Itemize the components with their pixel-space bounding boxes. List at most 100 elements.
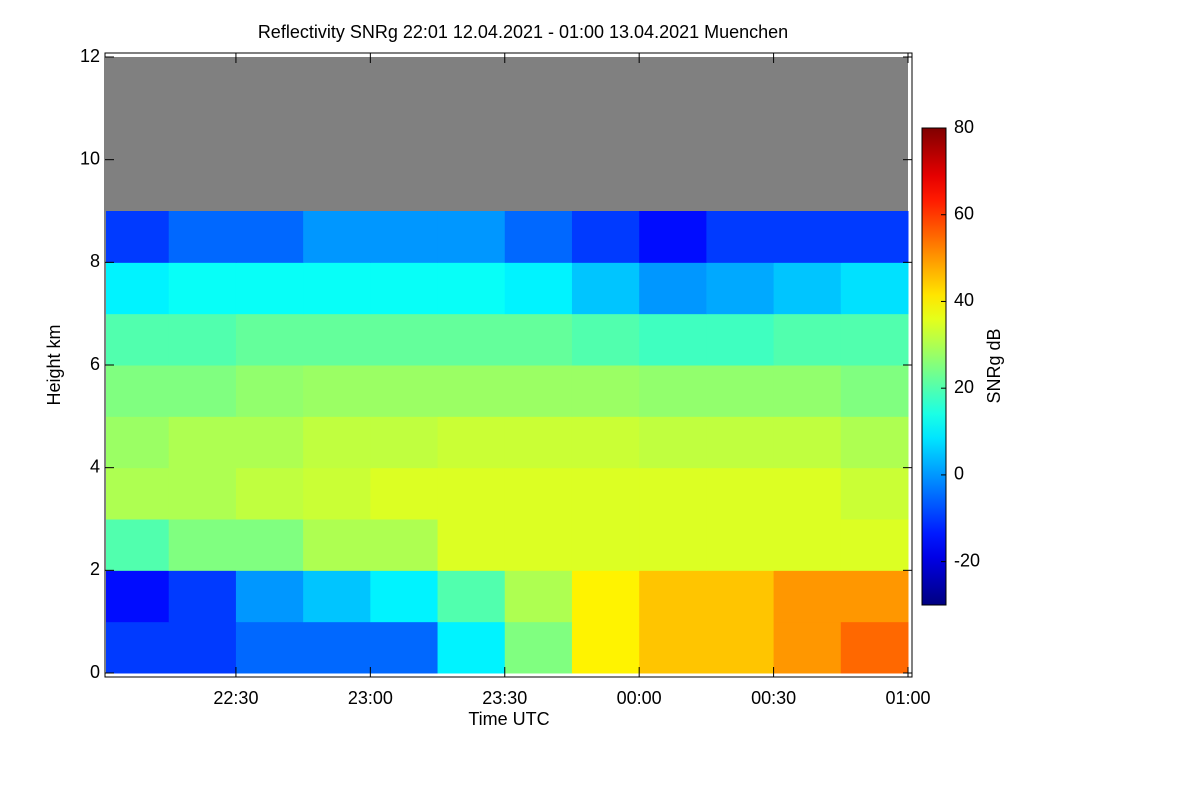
y-tick-label: 6 <box>90 354 100 374</box>
heatmap-cell <box>235 262 304 315</box>
heatmap-cell <box>370 262 439 315</box>
heatmap-cell <box>504 467 573 520</box>
heatmap-cell <box>370 519 439 571</box>
heatmap-cell <box>504 262 573 315</box>
colorbar <box>921 127 947 606</box>
heatmap-cell <box>504 211 573 263</box>
heatmap-cell <box>370 467 439 520</box>
heatmap-cell <box>437 313 506 366</box>
heatmap-cell <box>639 416 707 469</box>
heatmap-cell <box>437 467 506 520</box>
y-tick-label: 8 <box>90 251 100 271</box>
colorbar-tick-label: 0 <box>954 464 964 484</box>
heatmap-cell <box>504 365 573 417</box>
heatmap-cell <box>571 313 640 366</box>
heatmap-cell <box>168 262 237 315</box>
heatmap-cell <box>639 262 707 315</box>
heatmap-cell <box>303 416 371 469</box>
heatmap-cell <box>370 313 439 366</box>
heatmap-cell <box>504 621 573 674</box>
heatmap-cell <box>840 262 909 315</box>
heatmap-cell <box>773 570 842 623</box>
heatmap-cell <box>370 570 439 623</box>
x-tick-label: 00:30 <box>751 688 796 708</box>
heatmap-cell <box>106 211 170 263</box>
heatmap-cell <box>106 570 170 623</box>
heatmap-cell <box>303 570 371 623</box>
heatmap-cell <box>303 621 371 674</box>
heatmap-cell <box>168 570 237 623</box>
heatmap-cell <box>504 570 573 623</box>
x-tick-label: 01:00 <box>885 688 930 708</box>
colorbar-tick-label: 80 <box>954 117 974 137</box>
heatmap-cell <box>773 416 842 469</box>
heatmap-cell <box>706 262 775 315</box>
heatmap-cell <box>773 365 842 417</box>
chart-title: Reflectivity SNRg 22:01 12.04.2021 - 01:… <box>258 22 788 42</box>
heatmap-cell <box>168 211 237 263</box>
colorbar-label: SNRg dB <box>984 328 1004 403</box>
heatmap-cell <box>106 621 170 674</box>
heatmap-cell <box>706 313 775 366</box>
colorbar-tick-label: 60 <box>954 203 974 223</box>
heatmap-cell <box>706 365 775 417</box>
heatmap-cell <box>168 365 237 417</box>
heatmap-cell <box>437 211 506 263</box>
heatmap-cell <box>235 570 304 623</box>
heatmap-cell <box>437 519 506 571</box>
heatmap-cell <box>639 313 707 366</box>
colorbar-tick-label: -20 <box>954 550 980 570</box>
heatmap-cell <box>571 365 640 417</box>
heatmap-cell <box>303 467 371 520</box>
heatmap-cell <box>106 416 170 469</box>
heatmap-cell <box>639 621 707 674</box>
heatmap-cell <box>235 621 304 674</box>
heatmap-cell <box>437 365 506 417</box>
heatmap-cell <box>840 621 909 674</box>
y-tick-label: 4 <box>90 456 100 476</box>
heatmap-cell <box>639 519 707 571</box>
heatmap-cell <box>370 211 439 263</box>
heatmap-cell <box>706 467 775 520</box>
heatmap-cell <box>773 519 842 571</box>
heatmap-cell <box>437 416 506 469</box>
heatmap-cell <box>168 416 237 469</box>
heatmap-cell <box>437 262 506 315</box>
heatmap-cell <box>437 570 506 623</box>
heatmap-cell <box>571 262 640 315</box>
heatmap-cell <box>706 570 775 623</box>
x-tick-label: 23:30 <box>482 688 527 708</box>
heatmap-cell <box>168 519 237 571</box>
heatmap-cell <box>235 211 304 263</box>
heatmap-cell <box>437 621 506 674</box>
heatmap-cell <box>706 211 775 263</box>
colorbar-tick-label: 20 <box>954 377 974 397</box>
heatmap-cell <box>168 467 237 520</box>
heatmap-cell <box>235 416 304 469</box>
heatmap-cell <box>840 211 909 263</box>
heatmap-cell <box>571 519 640 571</box>
heatmap-cell <box>773 211 842 263</box>
heatmap-cell <box>639 570 707 623</box>
heatmap-cell <box>303 313 371 366</box>
y-tick-label: 2 <box>90 559 100 579</box>
heatmap-cell <box>504 519 573 571</box>
heatmap-cell <box>106 519 170 571</box>
heatmap-cell <box>639 467 707 520</box>
heatmap-cell <box>571 211 640 263</box>
heatmap-cell <box>370 365 439 417</box>
heatmap-cell <box>706 621 775 674</box>
heatmap-cell <box>773 467 842 520</box>
heatmap-cell <box>706 519 775 571</box>
heatmap-cell <box>639 365 707 417</box>
heatmap-cell <box>773 262 842 315</box>
heatmap-cell <box>106 467 170 520</box>
heatmap-cell <box>303 262 371 315</box>
heatmap-cell <box>235 365 304 417</box>
heatmap-cell <box>106 313 170 366</box>
heatmap-cell <box>840 519 909 571</box>
heatmap-cell <box>840 365 909 417</box>
heatmap-cell <box>106 262 170 315</box>
x-axis-label: Time UTC <box>468 709 549 729</box>
